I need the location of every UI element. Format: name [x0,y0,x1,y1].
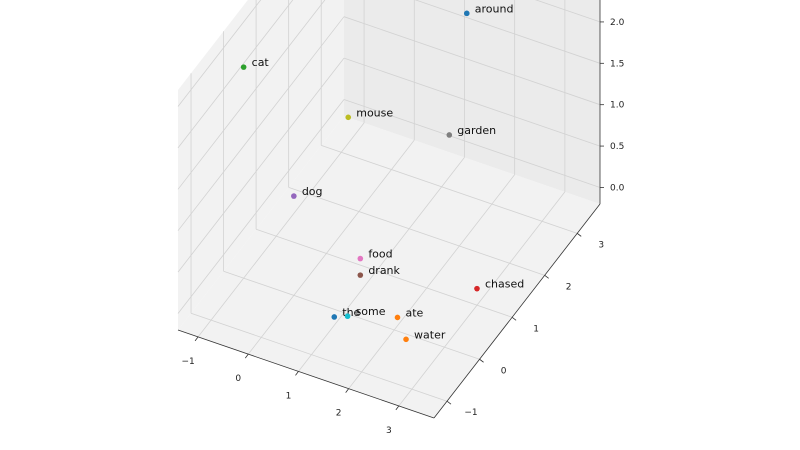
z-grid-line [177,16,345,231]
y-tick-mark [511,316,517,321]
z-tick-label: 0.5 [610,142,624,152]
point-marker [291,193,297,199]
point-marker [474,285,480,292]
y-tick-label: 3 [598,240,604,250]
point-marker [345,114,352,121]
point-marker [240,64,247,70]
x-tick-label: 2 [336,409,342,419]
z-grid-line [343,16,601,106]
point-label: garden [457,124,496,137]
point-label: mouse [356,106,393,119]
point-marker [403,336,409,343]
x-tick-label: 1 [286,391,292,401]
x-tick-label: 0 [235,374,241,384]
x-grid-line [398,191,566,407]
y-tick-mark [544,275,549,279]
point-marker [357,255,364,262]
x-tick-mark [395,405,400,411]
z-tick-label: 1.5 [610,59,624,69]
y-grid-line [255,228,513,318]
y-tick-label: 1 [533,324,539,334]
point-marker [331,314,338,320]
z-grid-line [534,0,601,23]
x-tick-mark [295,371,299,376]
z-tick-label: 0.0 [610,183,625,193]
point-label: cat [252,56,270,69]
y-tick-mark [576,233,582,237]
z-tick-label: 1.0 [610,101,625,111]
y-tick-label: −1 [464,408,477,418]
z-grid-line [177,0,294,149]
point-marker [446,132,453,138]
point-label: some [356,305,386,318]
y-axis-line [433,203,601,419]
x-tick-mark [244,353,249,359]
point-marker [344,313,351,320]
z-grid-line [177,0,326,190]
floor-pane [178,116,600,418]
z-grid-line [177,0,262,107]
x-tick-mark [194,336,199,342]
z-grid-line [177,99,345,314]
z-grid-line [177,57,345,273]
y-tick-label: 2 [566,282,572,292]
y-tick-mark [446,400,452,405]
x-tick-label: 3 [386,426,392,436]
x-grid-line [298,157,465,372]
point-label: food [368,248,392,261]
z-grid-line [343,57,601,147]
y-grid-line [288,186,545,276]
x-tick-label: −1 [181,357,194,367]
point-marker [463,10,470,17]
axis-panes [178,0,600,418]
point-label: dog [302,185,323,198]
axis-lines [177,0,601,419]
grid-lines [177,0,601,407]
z-grid-line [343,99,601,188]
y-tick-mark [479,358,484,363]
y-grid-line [190,312,448,402]
x-grid-line [348,174,515,389]
x-axis-line [177,329,435,419]
x-grid-line [197,122,365,338]
z-tick-label: 2.0 [610,18,625,28]
point-marker [394,314,401,321]
x-grid-line [247,139,415,355]
x-tick-mark [345,388,349,393]
point-marker [357,272,364,278]
y-grid-line [223,270,480,360]
point-label: chased [485,278,524,291]
y-tick-label: 0 [501,366,507,376]
y-grid-line [321,144,578,234]
point-label: ate [405,306,423,319]
point-label: around [475,2,514,15]
point-label: water [414,328,446,341]
point-label: drank [368,264,400,277]
z-grid-line [414,0,601,64]
